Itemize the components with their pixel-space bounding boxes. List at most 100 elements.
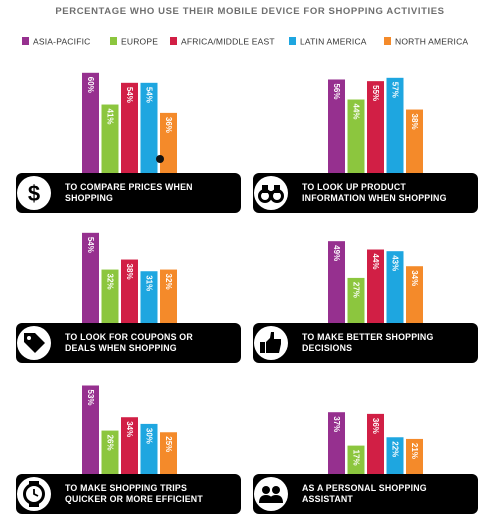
chart-title: PERCENTAGE WHO USE THEIR MOBILE DEVICE F… [55, 6, 444, 17]
bar [347, 445, 365, 475]
legend-swatch [170, 37, 177, 45]
panel-label-box [253, 474, 478, 514]
bar [140, 423, 158, 475]
legend-item: NORTH AMERICA [384, 37, 468, 47]
panel-label-line: SHOPPING [65, 193, 113, 203]
panel-label-box [16, 173, 241, 213]
panel-label-box [16, 474, 241, 514]
bar-value-label: 37% [332, 416, 341, 432]
bar-value-label: 31% [145, 275, 154, 291]
dollar-icon: $ [28, 181, 40, 206]
panel: 54% 32% 38% 31% 32% TO LOOK FOR COUPONS ORDEA… [16, 232, 241, 363]
panel-label-box [253, 173, 478, 213]
bar [101, 104, 119, 174]
panel-label-line: TO LOOK FOR COUPONS OR [65, 332, 193, 342]
bar-value-label: 53% [86, 389, 95, 405]
bar [121, 417, 138, 475]
legend: ASIA-PACIFIC EUROPE AFRICA/MIDDLE EAST LATI… [22, 37, 468, 47]
bar-value-label: 25% [164, 436, 173, 452]
bar-value-label: 41% [106, 109, 115, 125]
panel-icon-circle [254, 477, 288, 511]
legend-label: AFRICA/MIDDLE EAST [181, 37, 275, 47]
bar-value-label: 57% [391, 82, 400, 98]
panel-label-line: DECISIONS [302, 343, 352, 353]
bar-value-label: 17% [352, 450, 361, 466]
bar [367, 81, 384, 174]
marker-dot [156, 155, 164, 163]
bar-value-label: 27% [352, 282, 361, 298]
bar [328, 79, 345, 174]
bar [386, 437, 404, 475]
panel-label-line: INFORMATION WHEN SHOPPING [302, 193, 447, 203]
panel-label-line: DEALS WHEN SHOPPING [65, 343, 177, 353]
binoculars-icon [258, 185, 284, 203]
panel: 60% 41% 54% 54% 36% $ TO COMPARE PRICES WHENSH… [16, 72, 241, 213]
bar-value-label: 32% [106, 274, 115, 290]
bar-value-label: 44% [352, 104, 361, 120]
legend-label: NORTH AMERICA [395, 37, 468, 47]
bar [82, 232, 99, 324]
panel-label-box [253, 323, 478, 363]
legend-item: LATIN AMERICA [289, 37, 367, 47]
bar-value-label: 55% [371, 85, 380, 101]
bar-value-label: 36% [164, 117, 173, 133]
legend-swatch [22, 37, 29, 45]
bar [328, 412, 345, 475]
bar [140, 82, 158, 174]
tag-icon [24, 333, 45, 353]
panel-label-line: QUICKER OR MORE EFFICIENT [65, 494, 203, 504]
bar [386, 251, 404, 324]
bar [160, 112, 177, 174]
bar-value-label: 22% [391, 441, 400, 457]
bar-value-label: 38% [125, 264, 134, 280]
bar-value-label: 49% [332, 245, 341, 261]
legend-item: EUROPE [110, 37, 158, 47]
bar-value-label: 44% [371, 254, 380, 270]
bar [406, 438, 423, 475]
bar [140, 271, 158, 324]
legend-swatch [384, 37, 391, 45]
thumbs-up-icon [260, 332, 281, 353]
bar-value-label: 56% [332, 83, 341, 99]
bar [367, 249, 384, 324]
bar-value-label: 54% [86, 237, 95, 253]
bar-value-label: 54% [145, 87, 154, 103]
bar-value-label: 21% [410, 443, 419, 459]
panel-label-line: TO COMPARE PRICES WHEN [65, 182, 193, 192]
legend-label: EUROPE [121, 37, 158, 47]
panels: 60% 41% 54% 54% 36% $ TO COMPARE PRICES WHENSH… [16, 72, 478, 514]
panel-icon-circle [17, 176, 51, 210]
bar-value-label: 30% [145, 428, 154, 444]
panel: 49% 27% 44% 43% 34% TO MAKE BETTER SHOPPINGDE… [253, 241, 478, 363]
stopwatch-icon [23, 481, 45, 507]
bar [347, 277, 365, 324]
bar-value-label: 32% [164, 274, 173, 290]
bar [101, 430, 119, 475]
legend-swatch [289, 37, 296, 45]
bar [121, 259, 138, 324]
panel-label-line: ASSISTANT [302, 494, 353, 504]
bar [347, 99, 365, 174]
bar [121, 82, 138, 174]
bar [367, 413, 384, 475]
panel-label-line: TO MAKE BETTER SHOPPING [302, 332, 434, 342]
people-icon [259, 486, 283, 503]
bar [386, 77, 404, 174]
legend-item: ASIA-PACIFIC [22, 37, 91, 47]
bar-value-label: 43% [391, 255, 400, 271]
svg-text:$: $ [28, 181, 40, 206]
bar [101, 269, 119, 324]
bar-value-label: 60% [86, 77, 95, 93]
panel: 37% 17% 36% 22% 21% AS A PERSONAL SHOPPINGASS… [253, 412, 478, 514]
panel-label-line: TO LOOK UP PRODUCT [302, 182, 406, 192]
panel-label-line: TO MAKE SHOPPING TRIPS [65, 483, 187, 493]
bar [82, 385, 99, 475]
legend-label: LATIN AMERICA [300, 37, 367, 47]
bar [406, 109, 423, 174]
legend-label: ASIA-PACIFIC [33, 37, 91, 47]
bar [160, 432, 177, 475]
panel-label-line: AS A PERSONAL SHOPPING [302, 483, 427, 493]
bar [328, 241, 345, 324]
